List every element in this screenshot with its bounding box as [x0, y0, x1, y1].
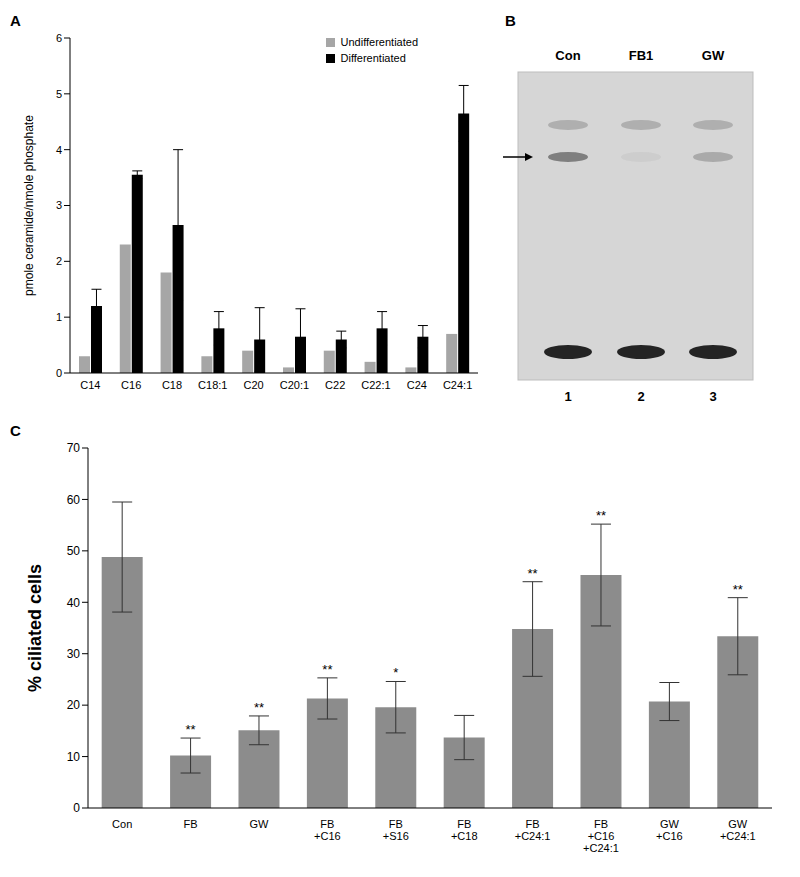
svg-text:3: 3 — [56, 199, 62, 211]
svg-text:FB+S16: FB+S16 — [383, 818, 409, 842]
html-text:Undifferentiated: Undifferentiated — [340, 36, 418, 48]
svg-text:GW+C24:1: GW+C24:1 — [720, 818, 756, 842]
svg-text:*: * — [393, 665, 398, 680]
svg-text:30: 30 — [67, 647, 81, 661]
svg-text:FB+C16: FB+C16 — [314, 818, 341, 842]
svg-text:0: 0 — [73, 801, 80, 815]
svg-text:C20:1: C20:1 — [280, 379, 309, 391]
svg-text:3: 3 — [709, 389, 716, 404]
svg-text:C16: C16 — [121, 379, 141, 391]
svg-text:1: 1 — [564, 389, 571, 404]
svg-text:Con: Con — [112, 818, 132, 830]
svg-text:40: 40 — [67, 596, 81, 610]
svg-text:GW: GW — [250, 818, 270, 830]
svg-text:FB+C24:1: FB+C24:1 — [515, 818, 551, 842]
svg-text:C24: C24 — [407, 379, 427, 391]
svg-text:FB+C18: FB+C18 — [451, 818, 478, 842]
svg-text:60: 60 — [67, 493, 81, 507]
svg-text:GW+C16: GW+C16 — [656, 818, 683, 842]
svg-text:C20: C20 — [244, 379, 264, 391]
svg-text:4: 4 — [56, 144, 62, 156]
svg-text:GW: GW — [702, 48, 725, 63]
svg-text:1: 1 — [56, 311, 62, 323]
svg-text:FB1: FB1 — [629, 48, 654, 63]
svg-text:20: 20 — [67, 698, 81, 712]
svg-text:Con: Con — [555, 48, 580, 63]
svg-text:**: ** — [596, 508, 606, 523]
html-text:A: A — [10, 12, 21, 29]
svg-text:5: 5 — [56, 88, 62, 100]
svg-text:C22:1: C22:1 — [361, 379, 390, 391]
svg-text:C24:1: C24:1 — [443, 379, 472, 391]
svg-text:C22: C22 — [325, 379, 345, 391]
svg-text:pmole ceramide/nmole phosphate: pmole ceramide/nmole phosphate — [22, 115, 36, 296]
svg-text:B: B — [505, 12, 516, 29]
svg-text:% ciliated cells: % ciliated cells — [25, 564, 45, 692]
svg-text:2: 2 — [56, 255, 62, 267]
svg-text:10: 10 — [67, 750, 81, 764]
svg-text:**: ** — [322, 662, 332, 677]
svg-text:FB+C16+C24:1: FB+C16+C24:1 — [583, 818, 619, 854]
html-text:Differentiated: Differentiated — [340, 52, 406, 64]
svg-text:FB: FB — [184, 818, 198, 830]
svg-text:C14: C14 — [80, 379, 100, 391]
svg-text:6: 6 — [56, 32, 62, 44]
svg-text:70: 70 — [67, 441, 81, 455]
svg-text:C18:1: C18:1 — [198, 379, 227, 391]
svg-text:**: ** — [528, 566, 538, 581]
svg-text:**: ** — [186, 722, 196, 737]
svg-text:C18: C18 — [162, 379, 182, 391]
svg-text:0: 0 — [56, 367, 62, 379]
svg-text:**: ** — [254, 700, 264, 715]
svg-text:50: 50 — [67, 544, 81, 558]
html-text:C: C — [10, 422, 21, 439]
svg-text:**: ** — [733, 582, 743, 597]
svg-text:2: 2 — [637, 389, 644, 404]
